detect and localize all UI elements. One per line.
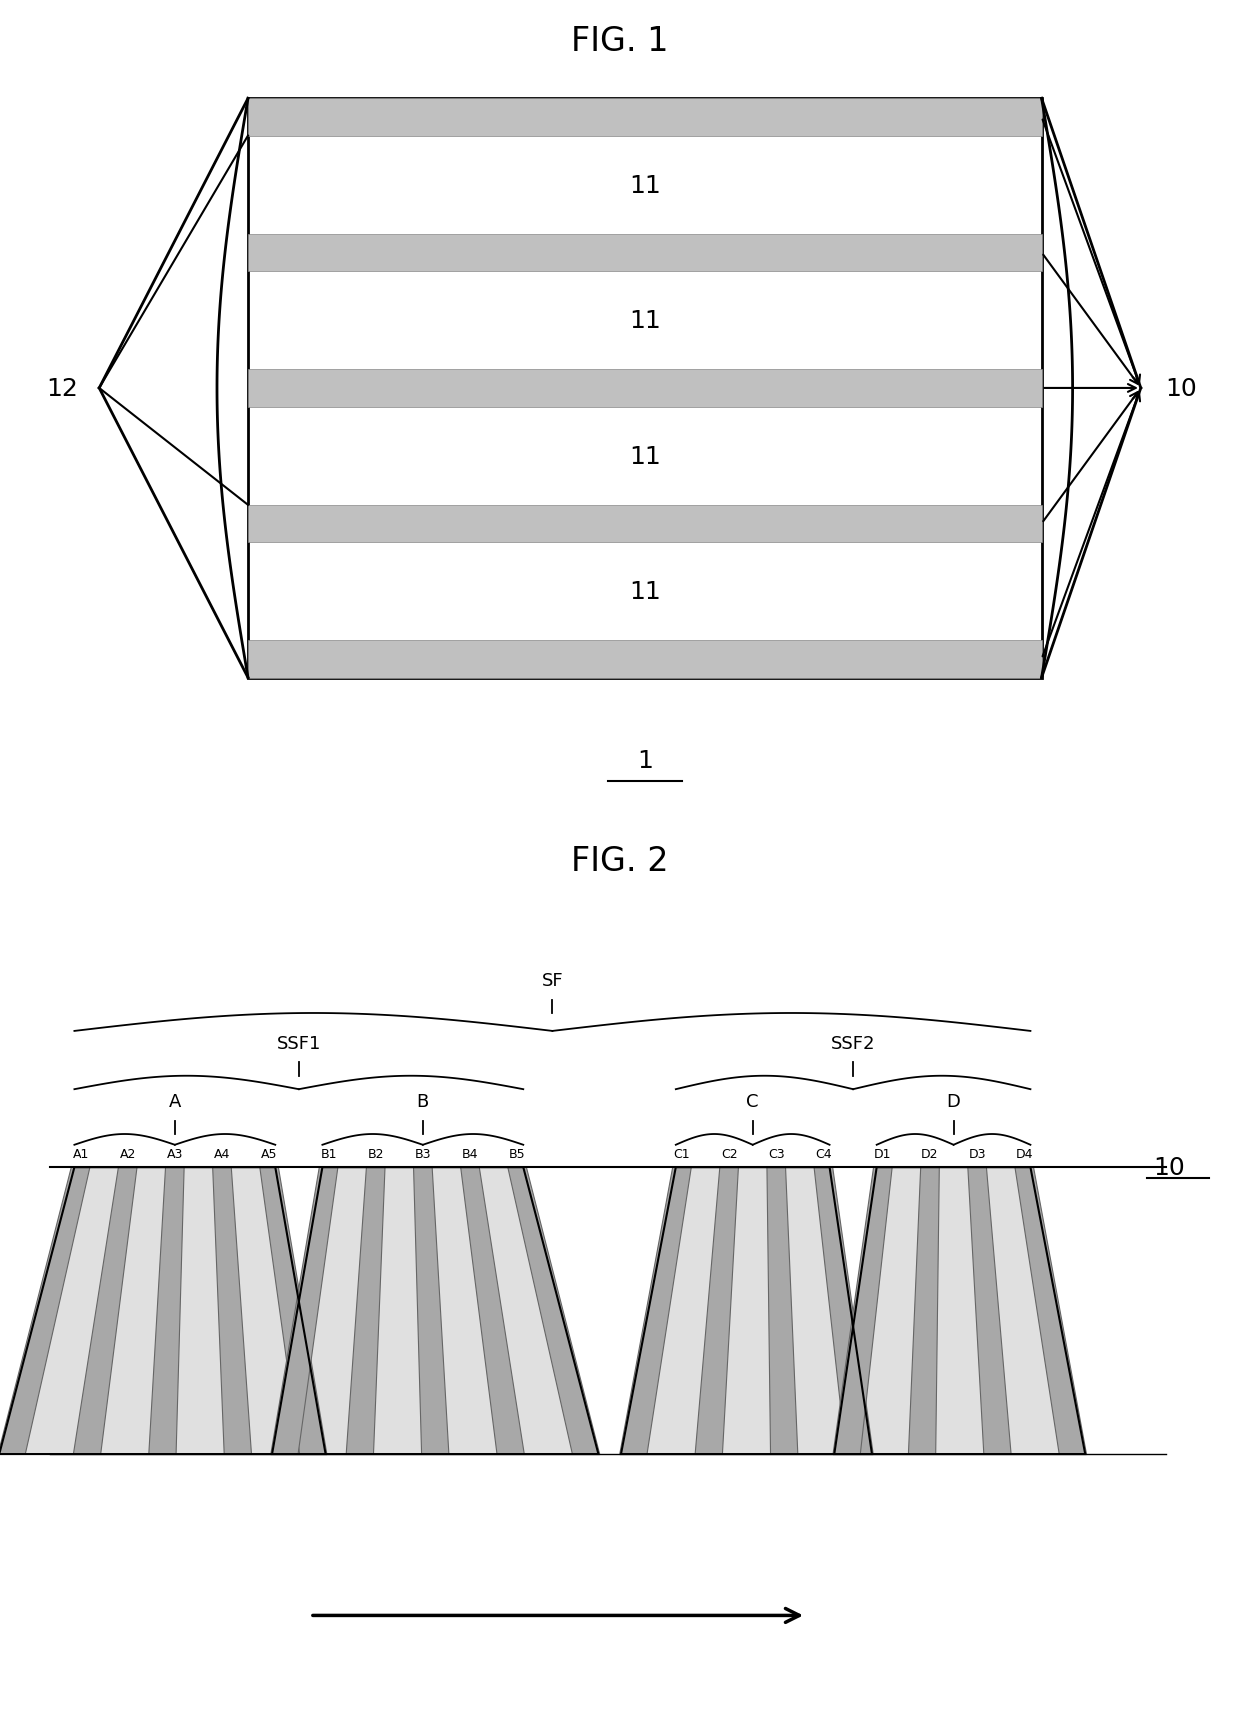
Text: 11: 11 <box>629 581 661 603</box>
Polygon shape <box>909 1168 940 1454</box>
Text: D2: D2 <box>921 1148 939 1160</box>
Text: C3: C3 <box>768 1148 785 1160</box>
Text: C4: C4 <box>815 1148 832 1160</box>
Polygon shape <box>346 1168 386 1454</box>
Polygon shape <box>833 1168 893 1454</box>
Text: A3: A3 <box>166 1148 184 1160</box>
Text: C2: C2 <box>720 1148 738 1160</box>
Polygon shape <box>766 1168 797 1454</box>
Text: 1: 1 <box>637 750 652 774</box>
Text: 10: 10 <box>1166 377 1198 401</box>
Text: C: C <box>746 1092 759 1110</box>
Text: C1: C1 <box>673 1148 691 1160</box>
Text: B4: B4 <box>461 1148 479 1160</box>
Polygon shape <box>696 1168 738 1454</box>
Text: FIG. 2: FIG. 2 <box>572 844 668 879</box>
Text: SF: SF <box>542 972 563 989</box>
Text: 11: 11 <box>629 445 661 469</box>
Text: 12: 12 <box>46 377 78 401</box>
Polygon shape <box>967 1168 1011 1454</box>
Bar <box>248 234 1042 272</box>
Text: 11: 11 <box>629 174 661 198</box>
Polygon shape <box>73 1168 138 1454</box>
Text: B: B <box>417 1092 429 1110</box>
Polygon shape <box>414 1168 449 1454</box>
Text: B1: B1 <box>320 1148 337 1160</box>
Polygon shape <box>620 1168 692 1454</box>
Bar <box>248 641 1042 679</box>
Text: D3: D3 <box>968 1148 986 1160</box>
Polygon shape <box>270 1168 337 1454</box>
Polygon shape <box>0 1168 91 1454</box>
Bar <box>248 100 1042 679</box>
Text: B3: B3 <box>414 1148 432 1160</box>
Polygon shape <box>815 1168 873 1454</box>
Polygon shape <box>461 1168 525 1454</box>
Text: D1: D1 <box>874 1148 892 1160</box>
Text: SSF1: SSF1 <box>277 1034 321 1053</box>
Polygon shape <box>149 1168 185 1454</box>
Text: A2: A2 <box>119 1148 136 1160</box>
Bar <box>248 370 1042 407</box>
Text: A1: A1 <box>72 1148 89 1160</box>
Text: B5: B5 <box>508 1148 526 1160</box>
Bar <box>248 100 1042 136</box>
Polygon shape <box>508 1168 600 1454</box>
Text: FIG. 1: FIG. 1 <box>572 24 668 59</box>
Text: A5: A5 <box>260 1148 278 1160</box>
Text: D: D <box>946 1092 961 1110</box>
Polygon shape <box>835 1168 1085 1454</box>
Bar <box>248 505 1042 543</box>
Polygon shape <box>621 1168 872 1454</box>
Text: SSF2: SSF2 <box>831 1034 875 1053</box>
Text: A: A <box>169 1092 181 1110</box>
Polygon shape <box>259 1168 327 1454</box>
Text: D4: D4 <box>1016 1148 1033 1160</box>
Text: 11: 11 <box>629 308 661 333</box>
Polygon shape <box>1014 1168 1086 1454</box>
Text: B2: B2 <box>367 1148 384 1160</box>
Polygon shape <box>272 1168 599 1454</box>
Polygon shape <box>0 1168 326 1454</box>
Text: A4: A4 <box>213 1148 231 1160</box>
Polygon shape <box>213 1168 252 1454</box>
Text: 10: 10 <box>1153 1156 1185 1180</box>
